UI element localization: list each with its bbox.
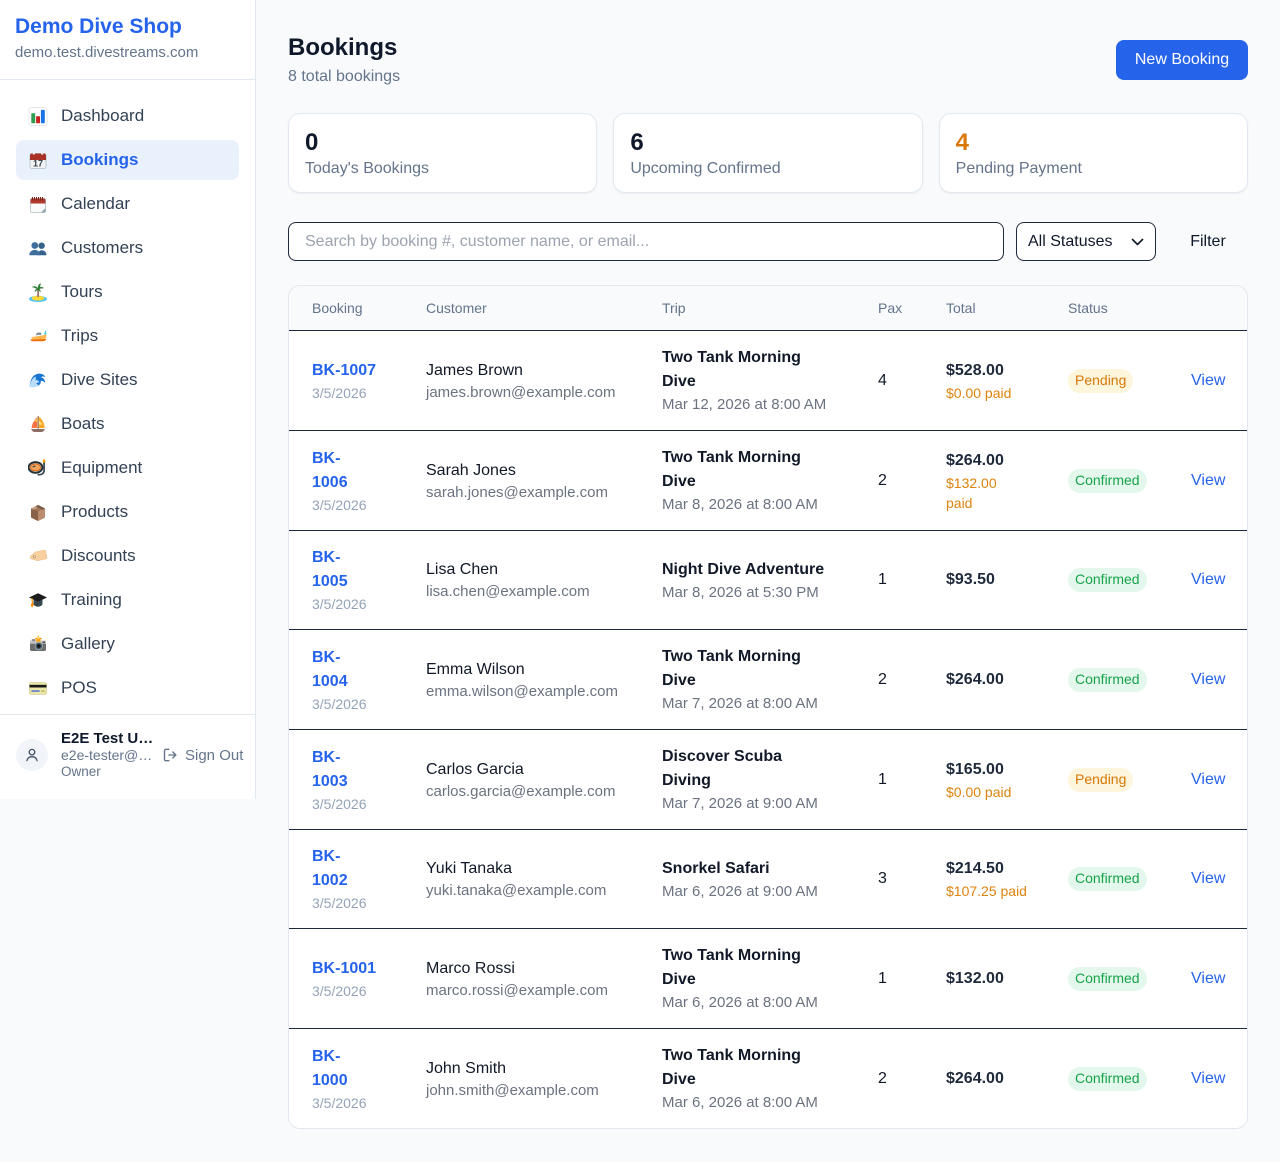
svg-text:17: 17 [33,158,43,168]
